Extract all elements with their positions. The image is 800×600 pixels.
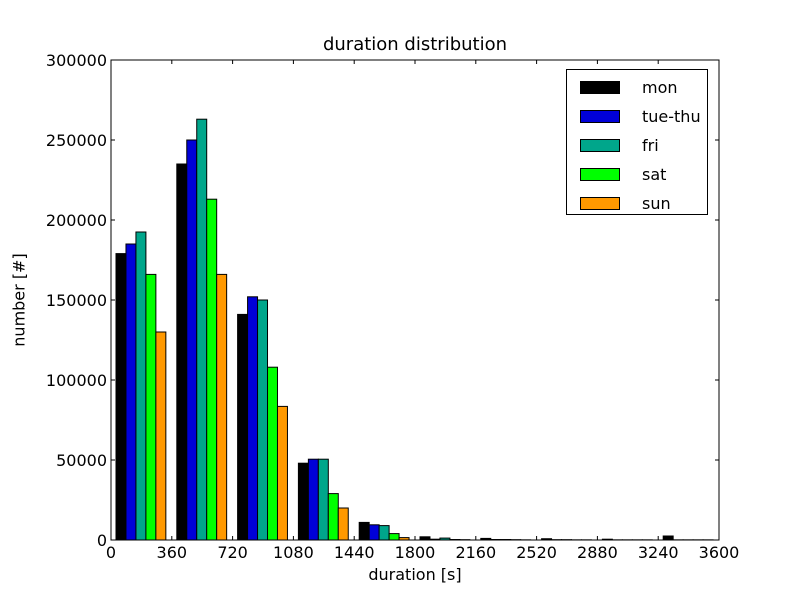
y-tick-label: 200000 (46, 211, 107, 230)
bar-sun-360-720 (216, 273, 228, 541)
legend-item-mon: mon (567, 75, 678, 99)
legend-swatch-mon (580, 80, 620, 94)
y-tick-label: 0 (97, 531, 107, 550)
legend-label: fri (642, 135, 659, 155)
x-tick-label: 2880 (577, 543, 618, 562)
legend-item-sat: sat (567, 162, 666, 186)
bar-sat-1080-1440 (327, 493, 339, 541)
bar-mon-0-360 (115, 253, 127, 541)
bar-tue-thu-0-360 (125, 243, 137, 541)
bar-sun-0-360 (155, 331, 167, 541)
chart-title: duration distribution (322, 34, 508, 55)
y-tick-label: 250000 (46, 131, 107, 150)
bar-tue-thu-360-720 (186, 139, 198, 541)
legend-label: sun (642, 193, 671, 213)
legend-swatch-tue-thu (580, 109, 620, 123)
legend-swatch-sun (580, 196, 620, 210)
x-tick-label: 1800 (395, 543, 436, 562)
x-tick-label: 360 (157, 543, 188, 562)
legend-swatch-fri (580, 138, 620, 152)
legend-label: tue-thu (642, 106, 701, 126)
legend-label: mon (642, 77, 678, 97)
bar-mon-360-720 (176, 163, 188, 541)
bar-sun-720-1080 (276, 405, 288, 541)
bar-tue-thu-720-1080 (247, 296, 259, 541)
bar-fri-1080-1440 (317, 458, 329, 541)
bar-fri-0-360 (135, 231, 147, 541)
y-tick-label: 100000 (46, 371, 107, 390)
x-tick-label: 0 (106, 543, 116, 562)
bar-mon-3240-3600 (662, 535, 674, 541)
bar-tue-thu-1080-1440 (307, 458, 319, 541)
x-tick-label: 3600 (699, 543, 740, 562)
x-tick-label: 3240 (638, 543, 679, 562)
bar-sat-0-360 (145, 273, 157, 541)
bar-mon-1080-1440 (297, 462, 309, 541)
bar-fri-360-720 (196, 118, 208, 541)
x-tick-label: 2520 (516, 543, 557, 562)
legend-item-sun: sun (567, 191, 671, 215)
y-tick-label: 150000 (46, 291, 107, 310)
y-axis-label: number [#] (9, 253, 29, 347)
bar-tue-thu-1440-1800 (368, 524, 380, 541)
bar-fri-1440-1800 (378, 525, 390, 541)
x-tick-label: 1080 (273, 543, 314, 562)
legend-swatch-sat (580, 167, 620, 181)
legend-item-fri: fri (567, 133, 659, 157)
legend-item-tue-thu: tue-thu (567, 104, 701, 128)
legend: mon tue-thu fri sat sun (566, 69, 708, 215)
bar-sat-1440-1800 (388, 533, 400, 541)
y-tick-label: 300000 (46, 51, 107, 70)
bar-mon-720-1080 (237, 313, 249, 541)
x-axis-label: duration [s] (368, 565, 462, 584)
x-tick-label: 2160 (455, 543, 496, 562)
bar-sat-720-1080 (267, 366, 278, 541)
y-tick-label: 50000 (56, 451, 107, 470)
legend-label: sat (642, 164, 667, 184)
bar-sat-360-720 (206, 198, 218, 541)
x-tick-label: 1440 (334, 543, 375, 562)
bar-mon-1440-1800 (358, 521, 370, 541)
x-tick-label: 720 (217, 543, 248, 562)
bar-sun-1080-1440 (337, 507, 349, 541)
bar-fri-720-1080 (257, 299, 269, 541)
